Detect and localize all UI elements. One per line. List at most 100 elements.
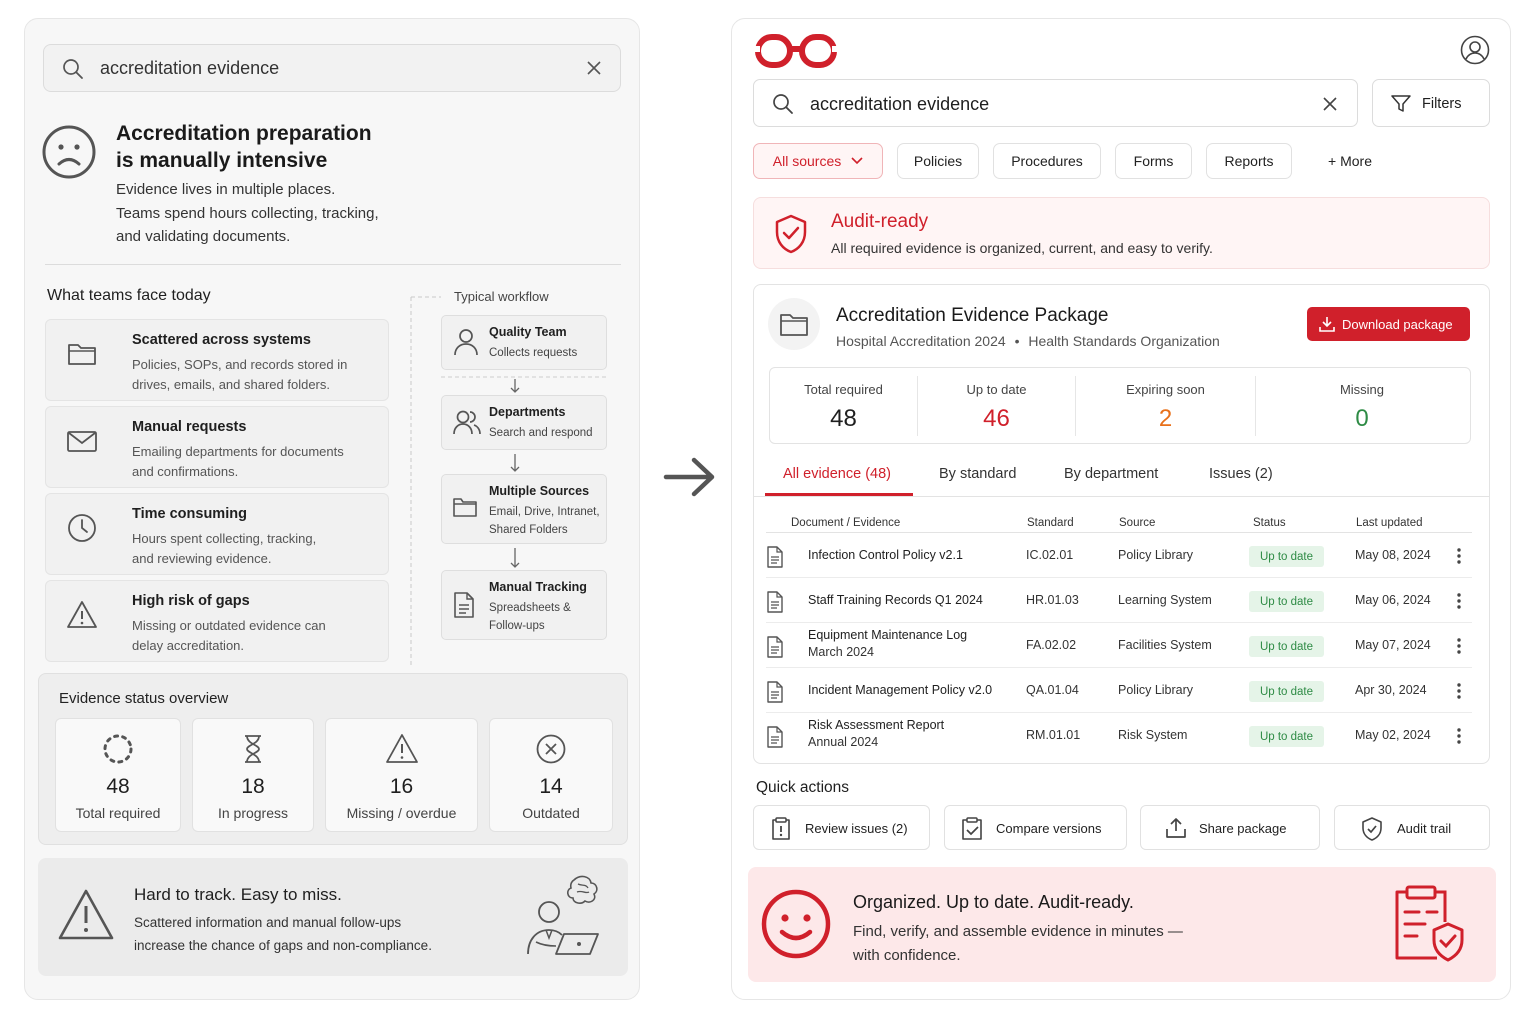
clock-icon <box>66 512 98 544</box>
table-row[interactable]: Equipment Maintenance Log March 2024 FA.0… <box>766 623 1472 668</box>
package-card: Accreditation Evidence Package Hospital … <box>753 284 1490 764</box>
document-name-line: Risk Assessment Report <box>808 718 945 732</box>
table-row[interactable]: Risk Assessment Report Annual 2024 RM.01.… <box>766 713 1472 758</box>
close-icon[interactable] <box>586 60 602 76</box>
document-icon <box>766 591 784 613</box>
problem-desc: Missing or outdated evidence can delay ac… <box>132 616 382 656</box>
kebab-menu-icon[interactable] <box>1456 727 1462 745</box>
kebab-menu-icon[interactable] <box>1456 547 1462 565</box>
kebab-menu-icon[interactable] <box>1456 682 1462 700</box>
kebab-menu-icon[interactable] <box>1456 637 1462 655</box>
workflow-step-desc: Collects requests <box>489 347 578 359</box>
audit-trail-button[interactable]: Audit trail <box>1334 805 1490 850</box>
chip-label: Reports <box>1224 153 1274 169</box>
metric-label: Total required <box>804 382 883 397</box>
brand-logo-icon <box>754 31 838 71</box>
document-name-line: Infection Control Policy v2.1 <box>808 548 963 562</box>
column-header: Standard <box>1027 517 1074 529</box>
document-icon <box>766 546 784 568</box>
search-bar[interactable]: accreditation evidence <box>753 79 1358 127</box>
workflow-step: Departments Search and respond <box>441 395 607 450</box>
desc-line: and reviewing evidence. <box>132 551 272 566</box>
problem-desc: Emailing departments for documents and co… <box>132 442 382 482</box>
overview-section: Evidence status overview 48 Total requir… <box>38 673 628 845</box>
arrow-down-icon <box>510 548 520 568</box>
cell-updated: May 06, 2024 <box>1355 593 1431 607</box>
filters-button[interactable]: Filters <box>1372 79 1490 127</box>
table-row[interactable]: Staff Training Records Q1 2024 HR.01.03 … <box>766 578 1472 623</box>
search-bar[interactable]: accreditation evidence <box>43 44 621 92</box>
page-title: Accreditation preparation is manually in… <box>116 120 372 174</box>
kebab-menu-icon[interactable] <box>1456 592 1462 610</box>
footer-desc: Find, verify, and assemble evidence in m… <box>853 920 1183 968</box>
shield-check-icon <box>774 214 808 254</box>
workflow-step-desc: Email, Drive, Intranet, Shared Folders <box>489 503 605 539</box>
subtitle-separator: • <box>1014 333 1020 349</box>
clipboard-shield-icon <box>1393 884 1465 964</box>
close-icon[interactable] <box>1322 96 1338 112</box>
status-badge: Up to date <box>1249 546 1324 567</box>
tab-all-evidence[interactable]: All evidence (48) <box>783 466 891 482</box>
chevron-down-icon <box>851 157 863 165</box>
warning-icon <box>66 599 98 631</box>
review-issues-button[interactable]: Review issues (2) <box>753 805 930 850</box>
desc-line: Hours spent collecting, tracking, <box>132 531 317 546</box>
workflow-step-title: Multiple Sources <box>489 484 590 498</box>
chip-forms[interactable]: Forms <box>1115 143 1192 179</box>
search-input[interactable]: accreditation evidence <box>810 94 990 114</box>
cell-updated: Apr 30, 2024 <box>1355 683 1427 697</box>
share-package-button[interactable]: Share package <box>1140 805 1320 850</box>
warning-icon <box>57 888 115 942</box>
search-icon <box>62 58 84 80</box>
status-badge: Up to date <box>1249 591 1324 612</box>
metric-label: Missing <box>1339 382 1385 397</box>
tab-issues[interactable]: Issues (2) <box>1209 466 1273 482</box>
users-icon <box>452 407 482 437</box>
divider <box>754 496 1489 497</box>
chip-procedures[interactable]: Procedures <box>993 143 1101 179</box>
chip-reports[interactable]: Reports <box>1206 143 1292 179</box>
cell-standard: FA.02.02 <box>1026 638 1077 652</box>
desc-line: Email, Drive, Intranet, <box>489 506 600 518</box>
section-title: What teams face today <box>47 287 211 304</box>
workflow-step-title: Manual Tracking <box>489 580 587 594</box>
document-icon <box>766 636 784 658</box>
problem-title: High risk of gaps <box>132 593 250 609</box>
document-icon <box>766 681 784 703</box>
tab-by-department[interactable]: By department <box>1064 466 1159 482</box>
chip-policies[interactable]: Policies <box>897 143 979 179</box>
stat-card: 16 Missing / overdue <box>325 718 478 832</box>
table-row[interactable]: Infection Control Policy v2.1 IC.02.01 P… <box>766 533 1472 578</box>
document-name: Incident Management Policy v2.0 <box>808 683 992 697</box>
document-name: Risk Assessment Report Annual 2024 <box>808 718 944 749</box>
compare-versions-button[interactable]: Compare versions <box>944 805 1127 850</box>
banner-title: Audit-ready <box>831 211 929 232</box>
document-icon <box>452 591 476 619</box>
desc-line: increase the chance of gaps and non-comp… <box>134 938 432 953</box>
before-panel: accreditation evidence Accreditation pre… <box>24 18 640 1000</box>
download-icon <box>1319 316 1335 332</box>
chip-more[interactable]: + More <box>1310 143 1390 179</box>
account-icon[interactable] <box>1460 35 1490 65</box>
compare-icon <box>961 817 983 841</box>
document-icon <box>766 726 784 748</box>
filter-icon <box>1391 95 1411 113</box>
overview-title: Evidence status overview <box>59 690 229 707</box>
stressed-person-icon <box>522 872 602 958</box>
user-icon <box>452 327 480 357</box>
filters-label: Filters <box>1422 96 1462 112</box>
desc-line: delay accreditation. <box>132 638 245 653</box>
chip-all-sources[interactable]: All sources <box>753 143 883 179</box>
download-package-button[interactable]: Download package <box>1307 307 1470 341</box>
table-row[interactable]: Incident Management Policy v2.0 QA.01.04… <box>766 668 1472 713</box>
cell-standard: HR.01.03 <box>1026 593 1079 607</box>
callout-desc: Scattered information and manual follow-… <box>134 911 432 957</box>
stat-value: 18 <box>241 775 265 798</box>
sad-face-icon <box>42 125 96 179</box>
folder-icon <box>66 338 98 370</box>
search-input[interactable]: accreditation evidence <box>100 58 280 78</box>
tab-by-standard[interactable]: By standard <box>939 466 1017 482</box>
metric-missing: Missing 0 <box>1256 376 1468 436</box>
arrow-down-icon <box>441 376 607 393</box>
desc-line: Shared Folders <box>489 524 568 536</box>
